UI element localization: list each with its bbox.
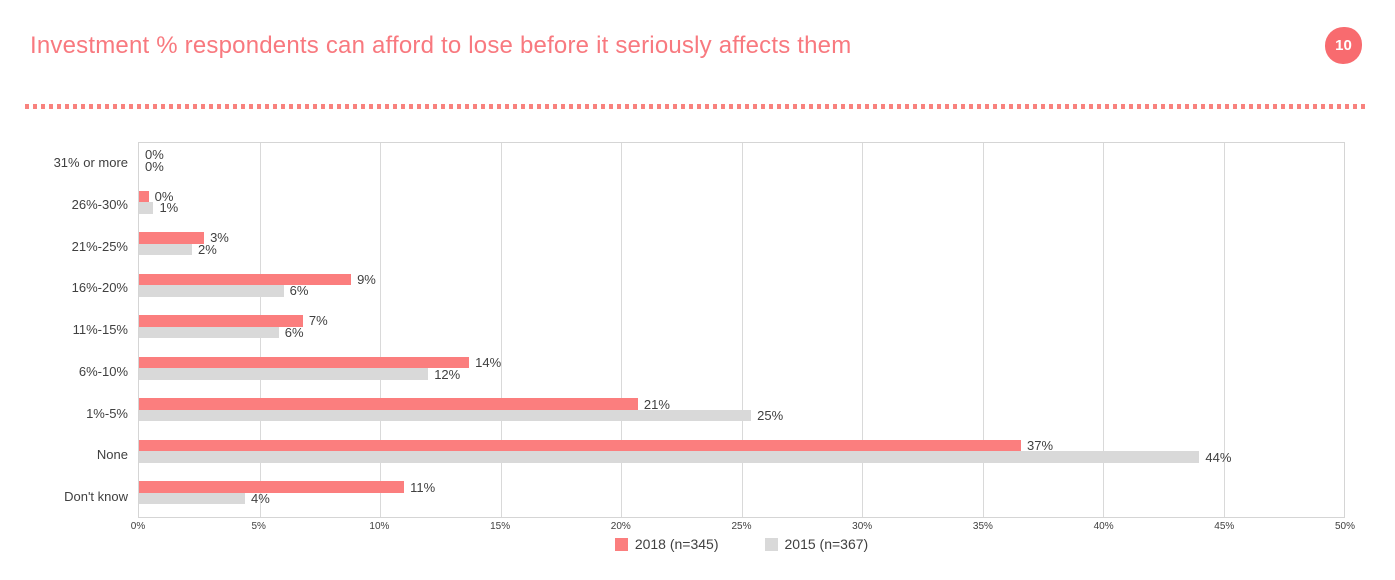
legend-swatch-2015-icon: [764, 537, 778, 551]
x-tick-label: 35%: [972, 521, 993, 532]
bar-series-1: [139, 451, 1200, 463]
bar-series-1: [139, 368, 429, 380]
bar-value-label: 3%: [210, 230, 229, 246]
x-axis: 0% 5% 10% 15% 20% 25% 30% 35% 40% 45% 50%: [131, 521, 1355, 535]
page-number-badge: 10: [1325, 27, 1362, 64]
bar-value-label: 12%: [434, 366, 461, 382]
x-tick-label: 40%: [1093, 521, 1114, 532]
bar-series-1: [139, 285, 284, 297]
bar-value-label: 9%: [357, 271, 376, 287]
category-label: None: [96, 447, 128, 463]
bar-value-label: 0%: [145, 158, 164, 174]
gridline: [862, 143, 863, 517]
page-title: Investment % respondents can afford to l…: [30, 32, 852, 59]
legend-label-2015: 2015 (n=367): [784, 536, 869, 552]
bar-value-label: 14%: [475, 355, 502, 371]
gridline: [1223, 143, 1225, 517]
legend-label-2018: 2018 (n=345): [634, 536, 719, 552]
x-tick-label: 20%: [610, 521, 631, 532]
bar-series-0: [139, 315, 303, 327]
category-label: 26%-30%: [71, 196, 128, 212]
x-tick-label: 0%: [130, 521, 146, 532]
bar-value-label: 25%: [757, 408, 784, 424]
bar-value-label: 37%: [1027, 438, 1054, 454]
legend-item-2018: 2018 (n=345): [614, 536, 719, 552]
gridline: [982, 143, 984, 517]
x-tick-label: 25%: [731, 521, 752, 532]
bar-value-label: 2%: [198, 241, 217, 257]
bar-series-0: [139, 273, 352, 286]
header: Investment % respondents can afford to l…: [30, 27, 1370, 68]
bar-value-label: 0%: [154, 188, 174, 204]
category-label: 31% or more: [53, 155, 128, 170]
x-tick-label: 5%: [251, 521, 266, 532]
bar-series-1: [139, 409, 752, 422]
bar-value-label: 1%: [159, 200, 179, 216]
bar-value-label: 7%: [308, 313, 328, 329]
bar-value-label: 6%: [289, 283, 309, 299]
gridline: [380, 143, 381, 517]
bar-series-0: [139, 398, 638, 410]
page-number: 10: [1335, 37, 1352, 54]
bar-series-1: [139, 492, 246, 505]
bar-series-0: [139, 232, 205, 244]
plot-area: 0% 0% 0% 1% 3% 2% 9% 6% 7% 6% 14% 12% 21% 25% 37% 44% 11…: [138, 142, 1345, 518]
category-label: 16%-20%: [71, 280, 128, 296]
category-label: 1%-5%: [86, 405, 128, 421]
bar-value-label: 4%: [251, 491, 270, 507]
bar-value-label: 44%: [1205, 449, 1232, 465]
x-tick-label: 50%: [1334, 521, 1356, 532]
gridline: [500, 143, 502, 517]
bar-series-0: [139, 190, 149, 203]
bar-series-0: [139, 481, 405, 493]
category-axis: 31% or more 26%-30% 21%-25% 16%-20% 11%-15% 6…: [0, 142, 128, 518]
bar-value-label: 6%: [284, 324, 304, 340]
bar-value-label: 21%: [643, 396, 670, 412]
legend: 2018 (n=345) 2015 (n=367): [138, 534, 1345, 554]
gridline: [741, 143, 743, 517]
category-label: 21%-25%: [71, 238, 128, 254]
x-tick-label: 30%: [852, 521, 873, 532]
legend-swatch-2018-icon: [614, 537, 628, 551]
bar-series-1: [139, 202, 154, 214]
bar-value-label: 0%: [145, 147, 164, 163]
bar-series-1: [139, 243, 193, 256]
x-tick-label: 15%: [490, 521, 511, 532]
bar-series-0: [139, 356, 470, 369]
bar-series-1: [139, 326, 279, 339]
bar-series-0: [139, 439, 1022, 452]
x-tick-label: 10%: [369, 521, 390, 532]
bar-value-label: 11%: [410, 479, 436, 495]
category-label: 6%-10%: [78, 363, 128, 379]
category-label: Don't know: [64, 489, 128, 505]
x-tick-label: 45%: [1214, 521, 1235, 532]
gridline: [1103, 143, 1104, 517]
dotted-divider: [25, 104, 1367, 109]
gridline: [621, 143, 622, 517]
legend-item-2015: 2015 (n=367): [764, 536, 869, 552]
category-label: 11%-15%: [72, 322, 128, 338]
